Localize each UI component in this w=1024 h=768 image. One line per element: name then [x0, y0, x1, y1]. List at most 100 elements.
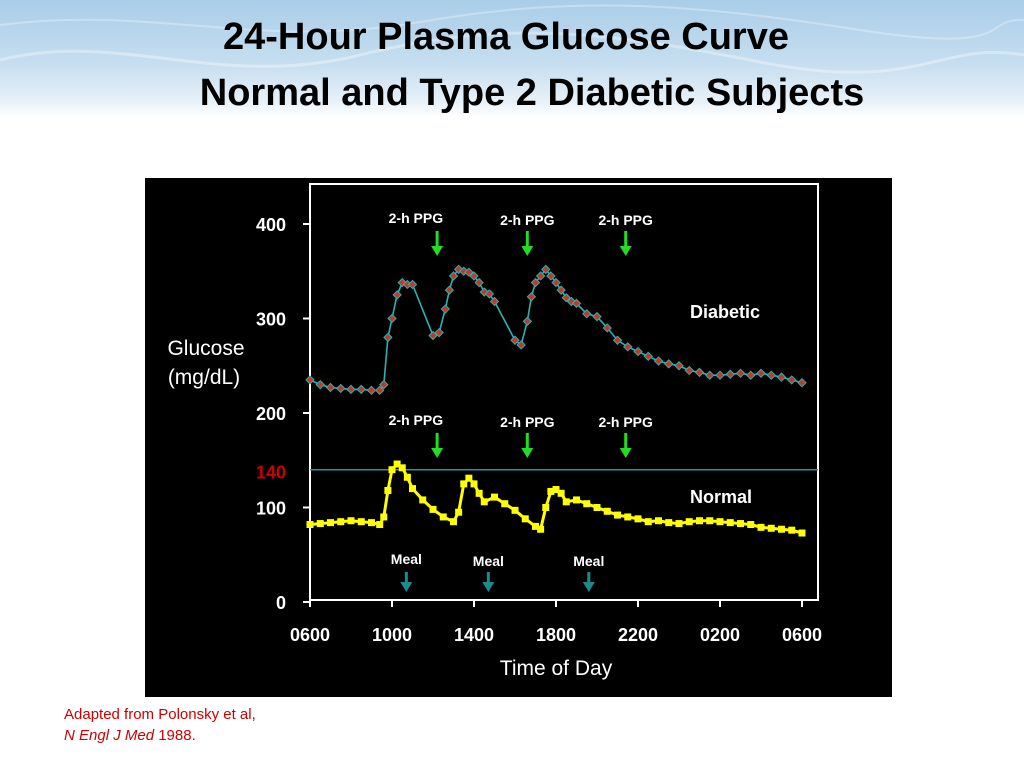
normal-point-11 — [393, 460, 401, 468]
diabetic-point-8 — [379, 379, 389, 390]
normal-point-45 — [665, 519, 673, 527]
source-citation: Adapted from Polonsky et al, N Engl J Me… — [64, 704, 256, 746]
x-tick-label-0: 0600 — [290, 625, 330, 645]
diabetic-point-46 — [633, 346, 643, 357]
x-axis-label: Time of Day — [500, 657, 613, 680]
normal-point-48 — [696, 517, 703, 525]
chart-panel: 0 100 200 300 400 0600 1000 1400 1800 2200 0200 060… — [145, 178, 892, 697]
normal-point-14 — [409, 485, 416, 493]
diabetic-point-19 — [448, 271, 459, 281]
normal-point-29 — [532, 522, 539, 530]
normal-point-1 — [316, 520, 324, 528]
diabetic-point-30 — [522, 316, 533, 327]
diabetic-point-27 — [489, 296, 500, 307]
normal-point-49 — [706, 517, 714, 525]
normal-point-25 — [491, 493, 498, 501]
normal-point-44 — [655, 517, 662, 525]
diabetic-point-54 — [715, 370, 725, 380]
normal-point-12 — [398, 464, 406, 472]
normal-point-28 — [521, 515, 529, 523]
source-line-1: Adapted from Polonsky et al, — [64, 706, 256, 723]
x-tick-label-5: 0200 — [700, 625, 740, 645]
normal-point-42 — [634, 515, 642, 523]
diabetic-point-35 — [546, 271, 556, 281]
normal-series-label: Normal — [690, 487, 752, 507]
normal-point-9 — [384, 486, 392, 494]
meal-arrow-1-head — [482, 582, 495, 592]
diabetic-point-1 — [315, 379, 325, 390]
normal-point-58 — [798, 529, 806, 537]
y-axis-label-line-1: Glucose — [167, 337, 244, 360]
diabetic-point-41 — [582, 309, 592, 319]
meal-label-0: Meal — [391, 551, 422, 567]
diabetic-point-56 — [735, 368, 746, 379]
normal-point-53 — [747, 521, 755, 529]
diabetic-point-55 — [725, 369, 735, 379]
normal-point-37 — [583, 500, 591, 508]
diabetic-point-2 — [325, 382, 336, 393]
normal-point-52 — [737, 520, 744, 528]
normal-point-35 — [562, 498, 570, 506]
y-tick-label-200: 200 — [256, 404, 286, 424]
diabetic-point-6 — [366, 385, 377, 396]
diabetic-point-3 — [336, 383, 346, 394]
diabetic-point-58 — [756, 368, 766, 379]
diabetic-point-59 — [766, 370, 776, 380]
diabetic-point-24 — [474, 277, 484, 288]
x-tick-label-3: 1800 — [536, 625, 576, 645]
diabetic-point-49 — [664, 359, 674, 369]
diabetic-point-17 — [440, 304, 451, 314]
diabetic-point-50 — [674, 361, 684, 371]
diabetic-point-43 — [602, 323, 612, 333]
glucose-chart: 0 100 200 300 400 0600 1000 1400 1800 2200 0200 060… — [167, 183, 822, 680]
diabetic-ppg-label-1: 2-h PPG — [500, 212, 555, 228]
normal-point-26 — [501, 500, 509, 508]
normal-point-24 — [480, 498, 488, 506]
diabetic-point-23 — [469, 271, 479, 281]
diabetic-point-44 — [612, 335, 623, 345]
normal-point-17 — [439, 513, 447, 521]
normal-point-39 — [603, 507, 611, 515]
x-tick-label-4: 2200 — [618, 625, 658, 645]
y-axis-label-line-2: (mg/dL) — [168, 366, 240, 389]
normal-point-34 — [557, 489, 565, 497]
diabetic-point-42 — [592, 311, 602, 322]
normal-point-41 — [624, 513, 632, 521]
plot-frame — [309, 183, 819, 601]
diabetic-point-38 — [561, 293, 571, 303]
diabetic-point-62 — [797, 378, 807, 388]
normal-point-7 — [376, 521, 384, 529]
normal-point-22 — [470, 480, 478, 488]
diabetic-point-28 — [510, 335, 520, 345]
y-tick-label-300: 300 — [256, 310, 286, 330]
diabetic-point-16 — [434, 327, 444, 338]
diabetic-point-60 — [776, 372, 787, 382]
normal-point-51 — [726, 519, 734, 527]
diabetic-point-7 — [374, 385, 385, 396]
normal-point-23 — [475, 489, 483, 497]
diabetic-ppg-arrow-2-head — [619, 246, 632, 256]
y-tick-label-0: 0 — [276, 593, 286, 613]
normal-point-3 — [337, 518, 345, 526]
meal-label-2: Meal — [573, 553, 604, 569]
diabetic-point-15 — [428, 330, 438, 341]
x-tick-label-2: 1400 — [454, 625, 494, 645]
normal-point-6 — [368, 519, 375, 527]
normal-point-32 — [547, 487, 555, 495]
source-journal: N Engl J Med — [64, 727, 155, 744]
normal-point-15 — [419, 496, 427, 504]
normal-ppg-label-1: 2-h PPG — [500, 414, 555, 430]
meal-label-1: Meal — [473, 553, 504, 569]
normal-point-31 — [542, 504, 550, 511]
diabetic-point-11 — [392, 290, 402, 300]
normal-ppg-label-2: 2-h PPG — [598, 414, 653, 430]
normal-point-46 — [675, 520, 683, 528]
y-tick-label-400: 400 — [256, 215, 286, 235]
normal-point-10 — [388, 466, 396, 474]
normal-point-43 — [644, 518, 652, 526]
normal-point-40 — [614, 511, 621, 519]
meal-arrow-2-head — [582, 582, 595, 592]
normal-point-13 — [403, 473, 411, 481]
diabetic-point-0 — [305, 375, 315, 385]
diabetic-point-47 — [643, 351, 653, 362]
